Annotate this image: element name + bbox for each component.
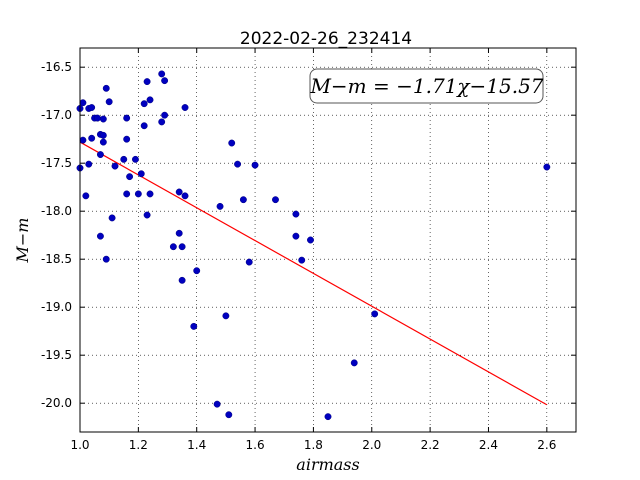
data-point <box>158 70 166 78</box>
x-tick-label: 1.8 <box>304 438 323 452</box>
data-point <box>307 236 314 244</box>
y-tick-label: -17.5 <box>41 156 72 170</box>
data-point <box>96 151 104 159</box>
data-point <box>175 188 183 196</box>
data-point <box>94 114 101 122</box>
fit-line <box>79 141 548 406</box>
y-tick-label: -19.0 <box>41 300 72 314</box>
fit-equation-frame <box>309 68 544 104</box>
data-point <box>96 232 104 240</box>
x-axis-label: airmass <box>296 455 359 474</box>
data-point <box>82 192 90 200</box>
x-tick-label: 2.2 <box>421 438 440 452</box>
data-point <box>272 196 279 204</box>
data-point <box>79 136 87 144</box>
data-point <box>123 135 131 143</box>
fit-equation-box: M−m = −1.71χ−15.57 <box>309 68 544 104</box>
y-tick-label: -17.0 <box>41 108 72 122</box>
data-point <box>371 310 379 318</box>
data-point <box>228 139 236 147</box>
data-point <box>292 210 300 218</box>
data-point <box>222 312 230 320</box>
data-points <box>76 70 551 421</box>
fit-line-group <box>79 141 548 406</box>
x-tick-label: 1.2 <box>129 438 148 452</box>
data-point <box>213 400 221 408</box>
data-point <box>131 155 139 163</box>
data-point <box>245 258 253 266</box>
data-point <box>178 243 186 251</box>
data-point <box>181 104 189 111</box>
data-point <box>99 138 107 146</box>
data-point <box>105 98 113 106</box>
data-point <box>143 78 151 86</box>
chart-title: 2022-02-26_232414 <box>240 29 412 49</box>
data-point <box>120 155 128 163</box>
data-point <box>543 163 551 171</box>
data-point <box>123 190 131 198</box>
data-point <box>134 190 142 198</box>
data-point <box>193 267 201 275</box>
data-point <box>123 114 131 122</box>
data-point <box>88 134 96 142</box>
plot-area-frame <box>79 47 577 433</box>
x-tick-label: 2.4 <box>479 438 498 452</box>
data-point <box>350 359 358 367</box>
axis-ticks <box>79 48 576 432</box>
data-point <box>216 202 224 210</box>
y-tick-label: -18.5 <box>41 252 72 266</box>
y-tick-labels: -16.5 -17.0 -17.5 -18.0 -18.5 -19.0 -19.5 -20.0 <box>41 60 72 410</box>
data-point <box>137 170 145 178</box>
data-point <box>140 100 148 108</box>
x-tick-label: 1.0 <box>70 438 89 452</box>
data-point <box>178 276 186 284</box>
data-point <box>102 84 110 92</box>
x-tick-label: 2.6 <box>537 438 556 452</box>
x-tick-label: 1.4 <box>187 438 206 452</box>
data-point <box>324 413 332 421</box>
data-point <box>225 411 233 419</box>
data-point <box>298 256 306 264</box>
x-tick-label: 2.0 <box>362 438 381 452</box>
data-point <box>140 122 148 130</box>
y-axis-label: M−m <box>13 218 32 264</box>
data-point <box>143 211 151 219</box>
data-point <box>146 190 154 198</box>
y-tick-label: -20.0 <box>41 396 72 410</box>
data-point <box>190 322 198 330</box>
data-point <box>146 96 154 104</box>
data-point <box>102 255 110 263</box>
y-tick-label: -18.0 <box>41 204 72 218</box>
data-point <box>161 77 169 85</box>
data-point <box>181 192 189 200</box>
data-point <box>99 115 107 123</box>
fit-equation-label: M−m = −1.71χ−15.57 <box>309 74 543 98</box>
data-point <box>111 162 119 170</box>
x-tick-labels: 1.0 1.2 1.4 1.6 1.8 2.0 2.2 2.4 2.6 <box>70 438 556 452</box>
data-point <box>88 104 96 111</box>
x-tick-label: 1.6 <box>246 438 265 452</box>
data-point <box>175 229 183 237</box>
y-tick-label: -16.5 <box>41 60 72 74</box>
data-point <box>234 160 242 168</box>
data-point <box>108 214 116 222</box>
data-point <box>158 118 166 126</box>
data-point <box>292 232 300 240</box>
data-point <box>85 160 93 168</box>
data-point <box>99 131 107 139</box>
data-point <box>239 196 247 204</box>
y-tick-label: -19.5 <box>41 348 72 362</box>
data-point <box>79 99 87 107</box>
data-point <box>169 243 177 251</box>
data-point <box>161 111 169 119</box>
data-point <box>251 161 259 169</box>
data-point <box>126 173 134 181</box>
